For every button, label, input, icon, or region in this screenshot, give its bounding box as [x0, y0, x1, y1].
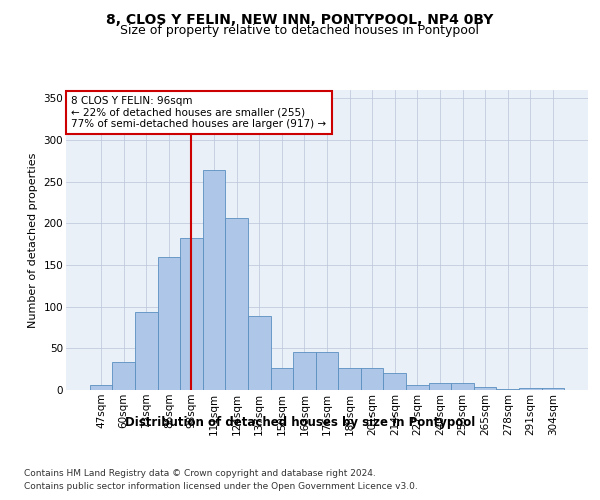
Bar: [135, 312, 158, 390]
Bar: [316, 352, 338, 390]
Bar: [90, 385, 112, 390]
Bar: [496, 389, 519, 390]
Bar: [180, 238, 203, 390]
Bar: [112, 362, 135, 390]
Text: 8, CLOS Y FELIN, NEW INN, PONTYPOOL, NP4 0BY: 8, CLOS Y FELIN, NEW INN, PONTYPOOL, NP4…: [106, 12, 494, 26]
Bar: [474, 386, 496, 390]
Bar: [383, 374, 406, 390]
Y-axis label: Number of detached properties: Number of detached properties: [28, 152, 38, 328]
Bar: [361, 368, 383, 390]
Bar: [226, 218, 248, 390]
Bar: [338, 368, 361, 390]
Text: Distribution of detached houses by size in Pontypool: Distribution of detached houses by size …: [125, 416, 475, 429]
Bar: [293, 352, 316, 390]
Bar: [271, 368, 293, 390]
Text: Contains HM Land Registry data © Crown copyright and database right 2024.: Contains HM Land Registry data © Crown c…: [24, 468, 376, 477]
Bar: [203, 170, 226, 390]
Text: Size of property relative to detached houses in Pontypool: Size of property relative to detached ho…: [121, 24, 479, 37]
Bar: [542, 388, 564, 390]
Bar: [406, 385, 428, 390]
Bar: [519, 388, 542, 390]
Bar: [451, 382, 474, 390]
Bar: [248, 316, 271, 390]
Bar: [158, 256, 180, 390]
Bar: [428, 384, 451, 390]
Text: 8 CLOS Y FELIN: 96sqm
← 22% of detached houses are smaller (255)
77% of semi-det: 8 CLOS Y FELIN: 96sqm ← 22% of detached …: [71, 96, 326, 129]
Text: Contains public sector information licensed under the Open Government Licence v3: Contains public sector information licen…: [24, 482, 418, 491]
